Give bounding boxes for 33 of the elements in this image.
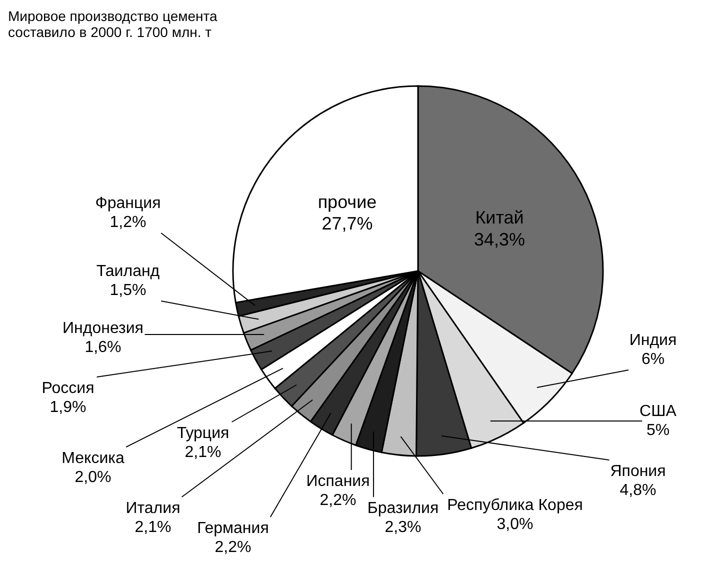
data-label: 34,3%	[474, 229, 526, 250]
slice-label: Китай	[475, 208, 524, 228]
slice-label: США	[640, 403, 677, 420]
slice-label: Германия	[197, 520, 269, 537]
data-label: 1,9%	[50, 399, 86, 416]
slice-label: прочие	[318, 192, 377, 212]
slice-label: Россия	[42, 380, 94, 397]
data-label: 2,1%	[184, 444, 222, 462]
slice-label: Франция	[95, 195, 161, 212]
slice-label: Индия	[629, 332, 677, 349]
data-label: 2,0%	[74, 469, 112, 486]
data-label: 3,0%	[496, 516, 534, 534]
slice-label: Испания	[306, 473, 370, 490]
chart-title: Мировое производство цемента составило в 2000 г. 1700 млн. т	[8, 8, 218, 40]
slice-label: Мексика	[62, 450, 124, 467]
slice-label: Турция	[176, 425, 230, 442]
slice-label: Республика Корея	[447, 497, 583, 514]
data-label: 6%	[641, 351, 665, 368]
data-label: 1,6%	[84, 339, 122, 356]
slice-label: Япония	[610, 463, 666, 480]
data-label: 27,7%	[322, 213, 373, 234]
data-label: 2,2%	[320, 492, 356, 510]
data-label: 4,8%	[620, 482, 656, 500]
slice-label: Италия	[126, 500, 180, 517]
data-label: 2,1%	[134, 519, 172, 536]
data-label: 1,2%	[110, 214, 146, 232]
data-label: 2,2%	[214, 539, 252, 556]
slice-label: Бразилия	[367, 500, 439, 517]
slice-label: Индонезия	[62, 320, 144, 337]
data-label: 2,3%	[384, 519, 422, 536]
slice-label: Таиланд	[96, 263, 160, 280]
data-label: 1,5%	[110, 282, 146, 300]
data-label: 5%	[646, 422, 670, 440]
